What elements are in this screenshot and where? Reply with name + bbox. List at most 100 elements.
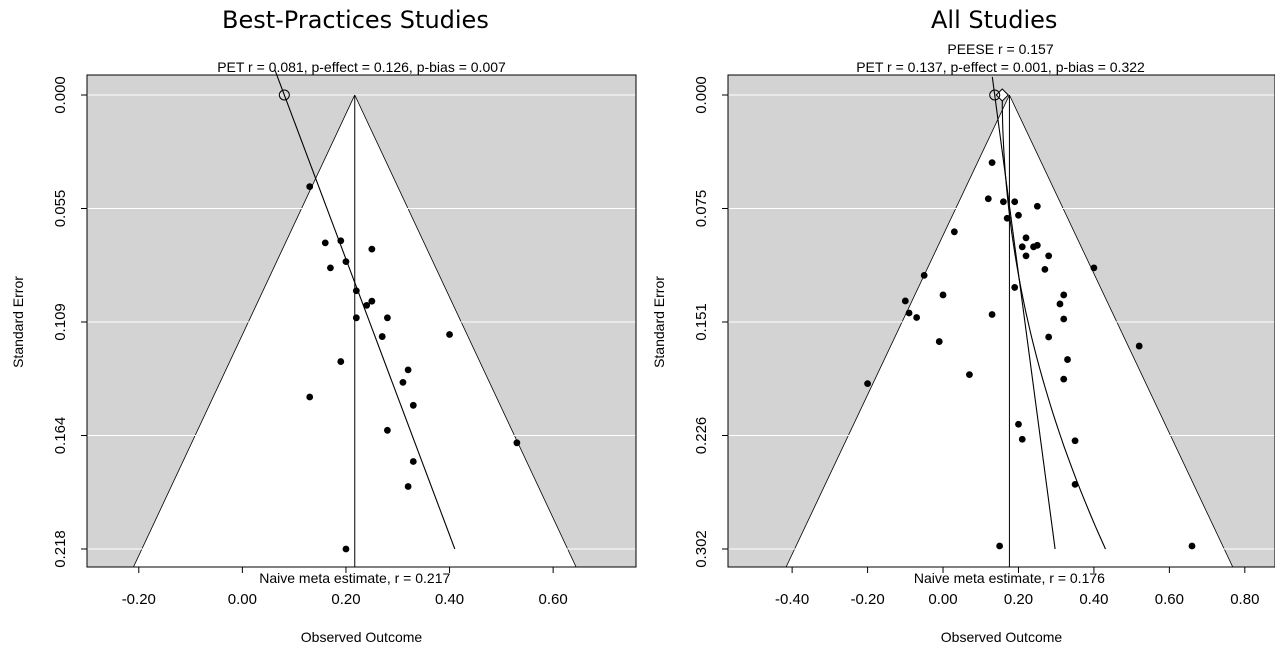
panel1-data-point	[337, 237, 345, 245]
panel1-y-tick-label: 0.164	[52, 417, 69, 455]
panel2-y-tick-label: 0.075	[693, 190, 710, 228]
panel2-x-tick-label: 0.60	[1155, 591, 1184, 608]
panel2-data-point	[1018, 435, 1026, 443]
panel2-pet-line	[991, 76, 1056, 550]
panel2-peese-curve	[1001, 95, 1107, 550]
panel2-x-tick-label: -0.40	[775, 591, 809, 608]
panel1-x-tick-label: -0.20	[122, 591, 156, 608]
panel2-data-point	[1011, 198, 1019, 206]
panel1-data-point	[404, 366, 412, 374]
panel2-data-point	[1188, 542, 1196, 550]
panel2-subtitle-line: PET r = 0.137, p-effect = 0.001, p-bias …	[856, 59, 1145, 75]
panel1-data-point	[378, 333, 386, 340]
panel2-x-axis-label: Observed Outcome	[941, 629, 1063, 645]
panel2-data-point	[1041, 265, 1049, 273]
panel1-x-tick-label: 0.00	[228, 591, 257, 608]
panel2-data-point	[1022, 252, 1030, 260]
panel2-data-point	[935, 338, 943, 345]
panel2-x-tick-label: 0.40	[1079, 591, 1108, 608]
panel1-data-point	[363, 301, 371, 309]
panel1-x-axis-label: Observed Outcome	[301, 629, 423, 645]
panel2-data-point	[1015, 420, 1022, 428]
panel2-data-point	[901, 297, 909, 305]
panel2-data-point	[1064, 356, 1071, 363]
panel1-data-point	[327, 264, 334, 272]
panel2-y-tick-label: 0.000	[693, 76, 710, 114]
panel1-naive-estimate-label: Naive meta estimate, r = 0.217	[259, 570, 450, 586]
panel2-data-point	[939, 291, 947, 299]
panel1-y-tick-label: 0.109	[52, 303, 69, 341]
panel1-data-point	[368, 245, 376, 253]
panel1-y-axis-label: Standard Error	[10, 276, 26, 368]
panel2-data-point	[1060, 291, 1068, 299]
panel1-data-point	[383, 314, 391, 322]
chart-title-right: All Studies	[931, 6, 1058, 34]
panel2-y-tick-label: 0.226	[693, 417, 710, 455]
panel1-data-point	[409, 401, 417, 409]
panel2-subtitle-line: PEESE r = 0.157	[947, 41, 1053, 57]
panel2-x-tick-label: 0.20	[1004, 591, 1033, 608]
panel1-data-point	[409, 458, 417, 465]
panel1-data-point	[513, 439, 521, 447]
panel1-subtitle-line: PET r = 0.081, p-effect = 0.126, p-bias …	[217, 59, 506, 75]
panel2-naive-estimate-label: Naive meta estimate, r = 0.176	[914, 570, 1105, 586]
panel1-plot-border	[86, 74, 637, 568]
panel2-data-point	[905, 309, 913, 317]
panel2-data-point	[988, 311, 996, 318]
panel2-x-tick-label: 0.00	[928, 591, 957, 608]
panel1-data-point	[306, 183, 314, 191]
panel2-data-point	[1018, 243, 1026, 251]
panel2-data-point	[1045, 333, 1053, 341]
panel2-data-point	[999, 198, 1007, 206]
panel2-data-point	[1060, 375, 1068, 383]
panel1-data-point	[321, 239, 329, 247]
panel2-y-tick-label: 0.151	[693, 303, 710, 341]
panel2-data-point	[1015, 211, 1022, 219]
panel1-y-tick-label: 0.055	[52, 190, 69, 228]
panel1-x-tick-label: 0.40	[435, 591, 464, 608]
panel2-data-point	[1003, 214, 1011, 222]
panel2-data-point	[988, 159, 996, 167]
panel1-data-point	[352, 287, 360, 295]
panel1-data-point	[306, 393, 314, 401]
panel2-data-point	[1033, 202, 1041, 210]
panel2-y-axis-label: Standard Error	[651, 276, 667, 368]
panel1-y-tick-label: 0.218	[52, 530, 69, 568]
panel2-y-tick-label: 0.302	[693, 530, 710, 568]
panel1-data-point	[368, 297, 376, 305]
panel2-data-point	[864, 380, 871, 388]
panel1-pet-estimate-marker	[278, 89, 290, 101]
panel2-data-point	[966, 371, 973, 379]
panel1-y-tick-label: 0.000	[52, 76, 69, 114]
panel2-data-point	[920, 271, 928, 279]
panel2-data-point	[1022, 234, 1030, 242]
panel1-data-point	[342, 545, 350, 553]
panel2-data-point	[1030, 243, 1037, 251]
panel2-data-point	[1060, 315, 1068, 323]
panel2-data-point	[1045, 252, 1053, 260]
panel2-data-point	[1071, 480, 1079, 488]
panel1-data-point	[404, 483, 412, 490]
panel2-data-point	[1011, 284, 1019, 291]
panel1-data-point	[446, 331, 453, 338]
panel1-data-point	[383, 426, 391, 434]
panel2-data-point	[984, 195, 992, 203]
panel2-data-point	[1056, 300, 1064, 308]
panel2-data-point	[1090, 264, 1098, 272]
chart-title-left: Best-Practices Studies	[222, 6, 489, 34]
panel1-data-point	[342, 258, 350, 266]
panel2-x-tick-label: 0.80	[1230, 591, 1259, 608]
panel1-x-tick-label: 0.60	[539, 591, 568, 608]
panel1-data-point	[337, 358, 345, 365]
panel1-data-point	[352, 314, 360, 322]
panel1-data-point	[399, 378, 407, 386]
panel1-x-tick-label: 0.20	[331, 591, 360, 608]
panel2-data-point	[1071, 437, 1079, 445]
panel2-data-point	[913, 314, 921, 321]
panel2-plot-border	[727, 74, 1275, 568]
panel2-data-point	[996, 542, 1004, 550]
panel2-x-tick-label: -0.20	[850, 591, 884, 608]
panel2-pet-estimate-marker	[989, 89, 1001, 101]
panel2-data-point	[950, 228, 958, 236]
